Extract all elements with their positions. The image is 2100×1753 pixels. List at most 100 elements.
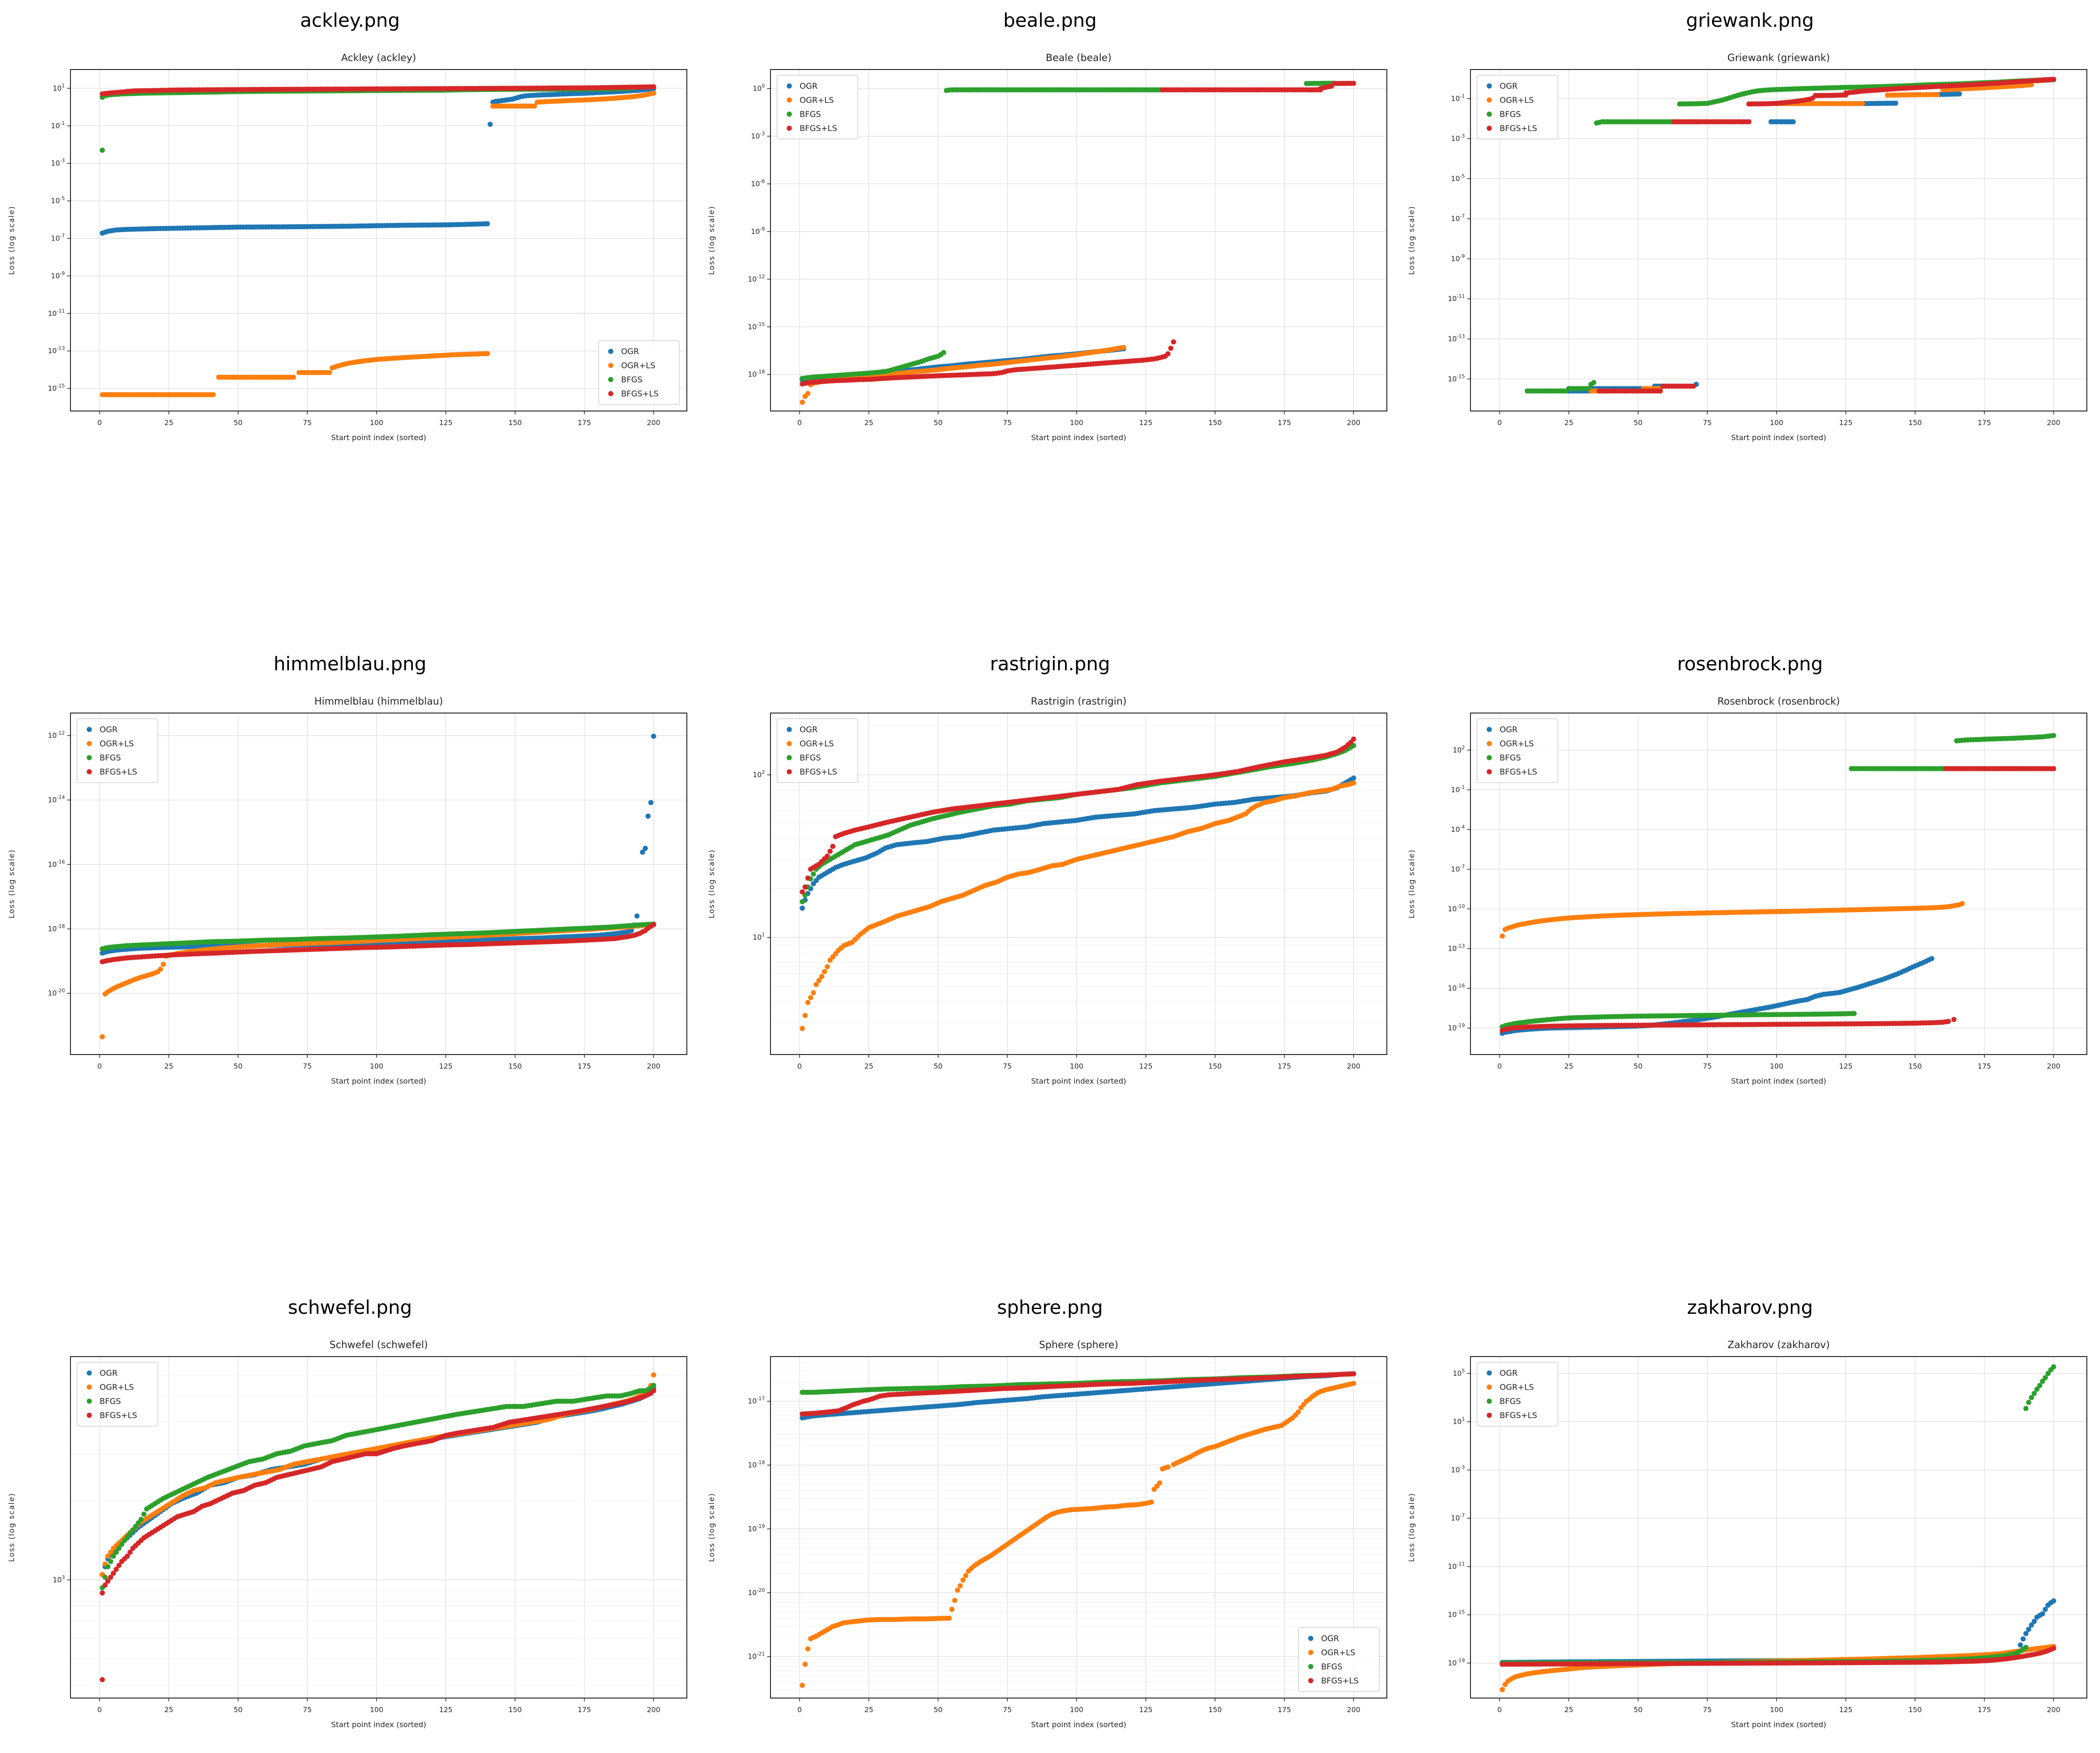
panel-title: sphere.png [997, 1297, 1103, 1319]
legend-marker-BFGS+LS [86, 769, 92, 775]
legend-marker-BFGS+LS [1486, 125, 1492, 131]
x-tick-label: 100 [1770, 419, 1783, 427]
x-tick-label: 75 [1003, 1062, 1012, 1070]
x-tick-label: 75 [1703, 419, 1712, 427]
x-tick-label: 100 [370, 1706, 383, 1714]
legend: OGR OGR+LS BFGS BFGS+LS [1298, 1627, 1380, 1692]
x-tick-label: 200 [2047, 1706, 2061, 1714]
y-tick-label: 10-12 [748, 274, 765, 283]
minor-gridlines [770, 1356, 1387, 1691]
y-axis-ticks: 103 [53, 1575, 70, 1584]
x-tick-label: 25 [864, 1706, 873, 1714]
x-axis-ticks: 0 25 50 75 100 125 150 175 200 [797, 1698, 1361, 1714]
x-tick-label: 50 [1633, 1706, 1642, 1714]
legend-label: BFGS+LS [1500, 124, 1537, 133]
x-axis-label: Start point index (sorted) [1731, 1077, 1826, 1086]
figure-title: Schwefel (schwefel) [329, 1339, 428, 1350]
y-axis-label: Loss (log scale) [7, 849, 16, 918]
y-tick-label: 10-11 [1448, 294, 1465, 303]
legend-marker-BFGS+LS [1486, 1412, 1492, 1418]
legend-label: OGR+LS [100, 739, 134, 749]
legend-label: OGR [100, 1369, 118, 1378]
legend-marker-OGR+LS [786, 741, 792, 746]
legend-label: OGR [800, 82, 818, 91]
y-axis-ticks: 10-17 10-18 10-19 10-20 10-21 [748, 1396, 770, 1661]
x-axis-label: Start point index (sorted) [1731, 433, 1826, 442]
legend-marker-OGR+LS [1486, 97, 1492, 103]
y-tick-label: 10-3 [1451, 133, 1465, 143]
x-tick-label: 175 [578, 1706, 591, 1714]
series-BFGS+LS [1596, 77, 2056, 394]
legend: OGR OGR+LS BFGS BFGS+LS [1477, 718, 1558, 783]
y-axis-ticks: 100 10-3 10-6 10-9 10-12 10-15 10-18 [748, 84, 770, 379]
legend: OGR OGR+LS BFGS BFGS+LS [77, 1362, 158, 1427]
chart-panel-griewank: griewank.png 0 25 50 75 100 125 150 175 200 10-1 10… [1400, 0, 2100, 644]
legend-marker-OGR+LS [86, 741, 92, 746]
series-OGR+LS [1588, 77, 2056, 394]
figure-title: Rosenbrock (rosenbrock) [1717, 696, 1840, 707]
chart-panel-zakharov: zakharov.png 0 25 50 75 100 125 150 175 200 105 101… [1400, 1287, 2100, 1753]
chart-figure: 0 25 50 75 100 125 150 175 20010-110-310-510-710… [1407, 52, 2087, 442]
legend-marker-BFGS [86, 1398, 92, 1404]
series-BFGS [800, 80, 1337, 381]
legend-marker-OGR [86, 727, 92, 732]
legend-label: BFGS [800, 110, 821, 119]
legend-label: OGR+LS [1500, 739, 1534, 749]
chart-figure: 0 25 50 75 100 125 150 175 20010-1210-1410-1610-… [7, 696, 687, 1086]
y-tick-label: 101 [1453, 1417, 1465, 1426]
x-tick-label: 175 [1278, 1706, 1291, 1714]
series-OGR+LS [1500, 1644, 2056, 1692]
x-tick-label: 25 [1564, 1062, 1573, 1070]
x-tick-label: 75 [303, 1062, 312, 1070]
y-axis-ticks: 105 101 10-3 10-7 10-11 10-15 10-19 [1448, 1368, 1470, 1668]
chart-panel-rosenbrock: rosenbrock.png 0 25 50 75 100 125 150 175 200 102 1… [1400, 644, 2100, 1287]
x-tick-label: 50 [233, 1706, 242, 1714]
x-tick-label: 150 [1908, 1706, 1922, 1714]
chart-panel-rastrigin: rastrigin.png 0 25 50 75 100 125 150 175 200 101 10… [700, 644, 1400, 1287]
chart-panel-schwefel: schwefel.png 0 25 50 75 100 125 150 175 200 103 Sch… [0, 1287, 700, 1753]
x-tick-label: 150 [1208, 1706, 1222, 1714]
x-tick-label: 0 [797, 419, 802, 427]
y-tick-label: 103 [53, 1575, 65, 1584]
y-tick-label: 102 [753, 770, 765, 779]
y-axis-label: Loss (log scale) [1407, 849, 1416, 918]
y-tick-label: 10-13 [1448, 944, 1465, 953]
x-tick-label: 125 [1139, 419, 1153, 427]
axes-spines [1470, 1356, 2087, 1699]
x-tick-label: 200 [1347, 419, 1361, 427]
major-gridlines [770, 1357, 1387, 1698]
legend-label: BFGS+LS [621, 389, 659, 399]
x-tick-label: 200 [2047, 419, 2061, 427]
x-tick-label: 200 [1347, 1706, 1361, 1714]
panel-title: rosenbrock.png [1677, 653, 1823, 675]
chart-panel-sphere: sphere.png 0 25 50 75 100 125 150 175 200 10-17 10-… [700, 1287, 1400, 1753]
legend-marker-OGR+LS [786, 97, 792, 103]
y-tick-label: 101 [53, 83, 65, 93]
legend: OGR OGR+LS BFGS BFGS+LS [77, 718, 158, 783]
x-tick-label: 50 [1633, 1062, 1642, 1070]
x-tick-label: 150 [508, 1062, 522, 1070]
legend-marker-OGR+LS [86, 1384, 92, 1390]
y-tick-label: 10-16 [48, 859, 65, 869]
x-tick-label: 200 [2047, 1062, 2061, 1070]
legend-label: OGR [621, 347, 639, 357]
series-BFGS+LS [800, 1371, 1356, 1417]
y-tick-label: 10-9 [751, 226, 765, 236]
series-BFGS [100, 921, 656, 952]
legend-marker-OGR+LS [1486, 1384, 1492, 1390]
x-tick-label: 125 [1839, 419, 1853, 427]
y-axis-label: Loss (log scale) [707, 206, 716, 275]
x-tick-label: 50 [1633, 419, 1642, 427]
x-tick-label: 125 [1139, 1062, 1153, 1070]
x-tick-label: 0 [97, 1062, 102, 1070]
y-axis-label: Loss (log scale) [1407, 1493, 1416, 1562]
chart-figure: 0 25 50 75 100 125 150 175 200 101 10-1 10-3 10-5 10-… [7, 52, 687, 442]
x-tick-label: 0 [97, 419, 102, 427]
x-tick-label: 125 [439, 1706, 453, 1714]
y-axis-label: Loss (log scale) [7, 206, 16, 275]
series-OGR+LS [800, 1381, 1356, 1688]
legend-label: OGR [1321, 1634, 1339, 1644]
x-tick-label: 175 [578, 1062, 591, 1070]
x-tick-label: 100 [1770, 1062, 1783, 1070]
series-BFGS [1500, 1364, 2056, 1666]
